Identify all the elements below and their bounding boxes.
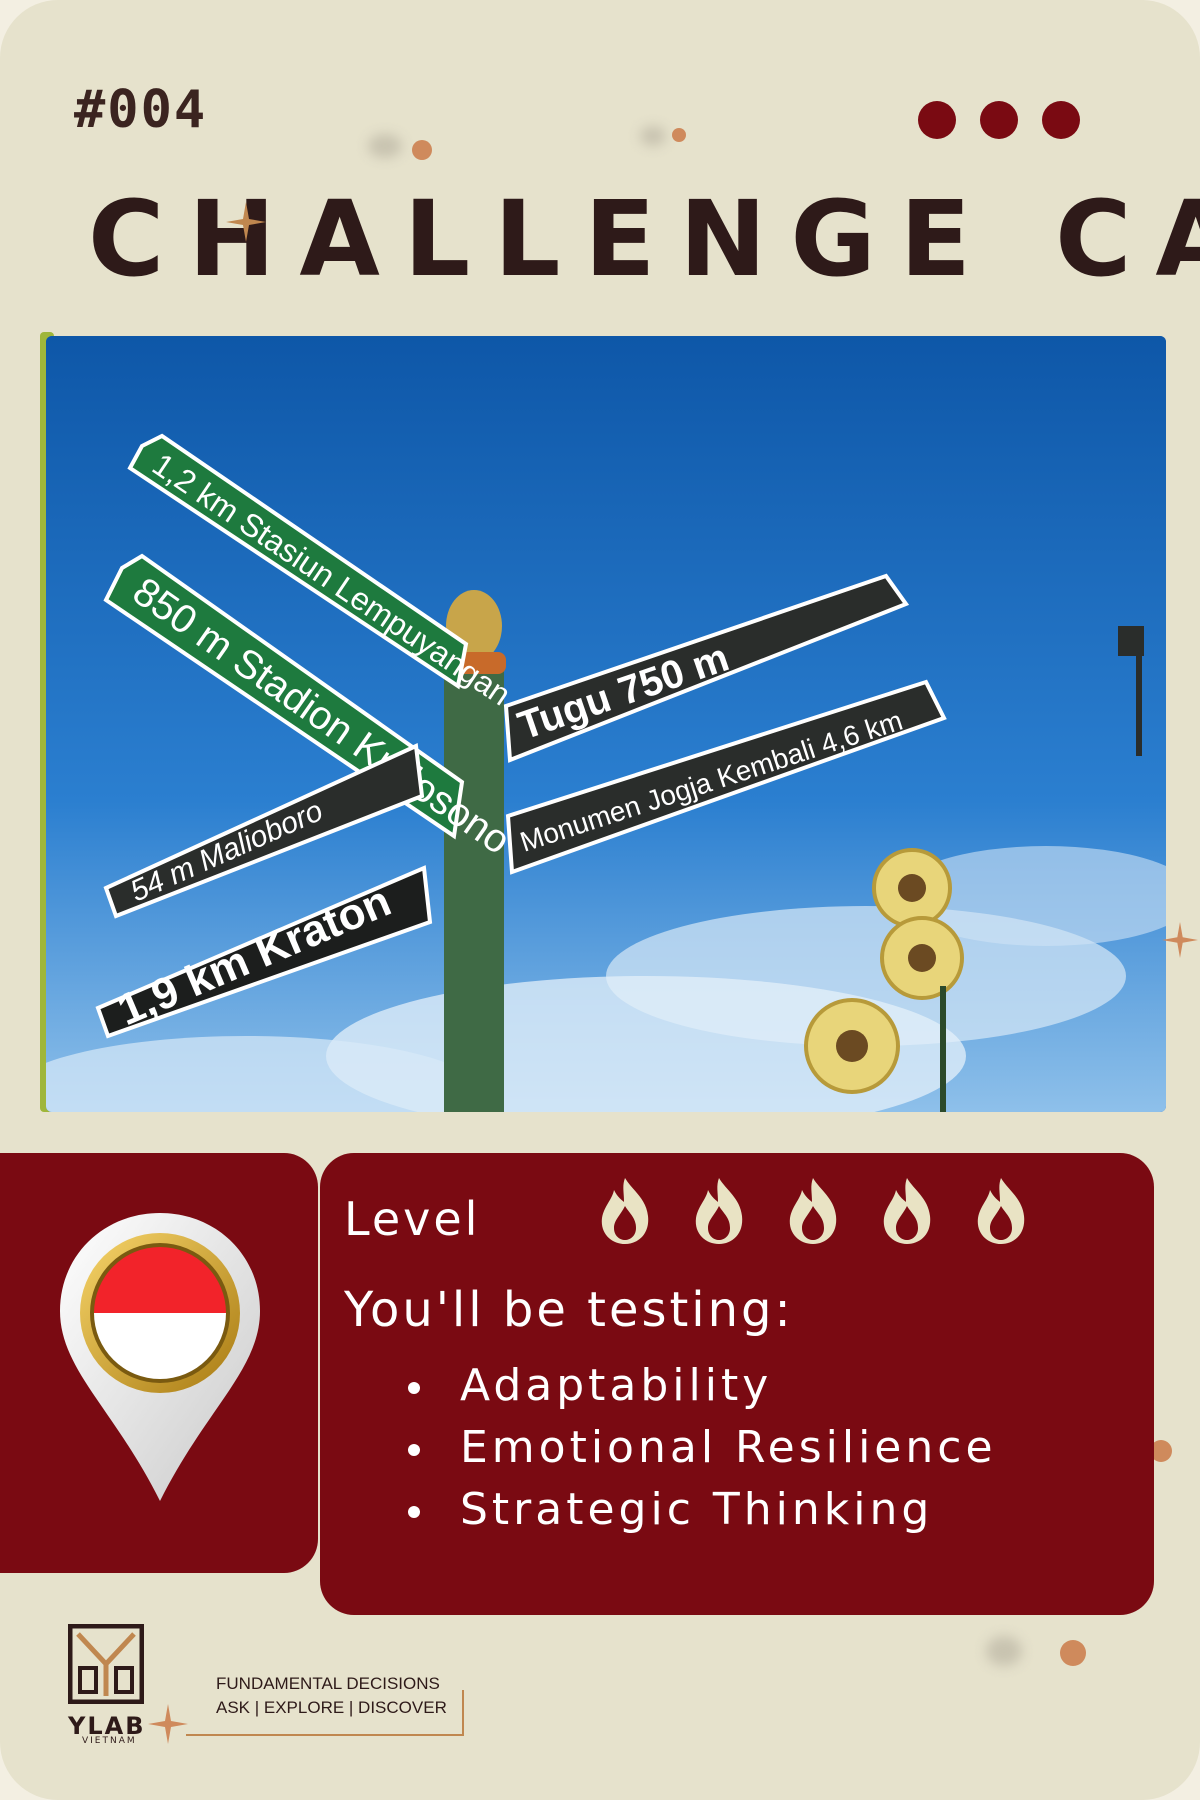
signpost-photo: 1,2 km Stasiun Lempuyangan 850 m Stadion… — [46, 336, 1166, 1112]
menu-dot — [980, 101, 1018, 139]
dark-sign — [505, 679, 947, 875]
bullet — [408, 1444, 420, 1456]
ylab-logo-icon — [68, 1624, 144, 1704]
decorative-dot — [1150, 1440, 1172, 1462]
signpost-illustration: 1,2 km Stasiun Lempuyangan 850 m Stadion… — [46, 336, 1166, 1112]
testing-label: You'll be testing: — [344, 1282, 794, 1338]
flame-icon — [789, 1178, 837, 1244]
location-panel — [0, 1153, 318, 1573]
flame-icon — [695, 1178, 743, 1244]
bullet — [408, 1506, 420, 1518]
decorative-dot — [1060, 1640, 1086, 1666]
sparkle-icon — [148, 1704, 188, 1744]
flame-icon — [601, 1178, 649, 1244]
tagline-frame — [186, 1690, 464, 1736]
tagline-line-2: ASK | EXPLORE | DISCOVER — [216, 1698, 447, 1717]
sunflower-decoration — [804, 848, 964, 1112]
indonesia-flag-pin-icon — [60, 1213, 260, 1501]
skill-label: Strategic Thinking — [460, 1484, 934, 1535]
card-number: #004 — [74, 80, 208, 140]
card-title: CHALLENGE CARD — [88, 178, 1200, 300]
decorative-blur — [986, 1636, 1022, 1666]
list-item: Strategic Thinking — [408, 1484, 997, 1546]
decorative-blur — [368, 134, 402, 158]
tagline: FUNDAMENTAL DECISIONS ASK | EXPLORE | DI… — [216, 1672, 447, 1720]
skills-list: Adaptability Emotional Resilience Strate… — [408, 1360, 997, 1546]
logo-text: YLAB — [68, 1712, 146, 1740]
tagline-line-1: FUNDAMENTAL DECISIONS — [216, 1674, 440, 1693]
decorative-dot — [672, 128, 686, 142]
dark-sign — [503, 573, 910, 763]
decorative-blur — [640, 126, 666, 146]
list-item: Emotional Resilience — [408, 1422, 997, 1484]
menu-dot — [918, 101, 956, 139]
sparkle-icon — [1162, 922, 1198, 958]
level-label: Level — [344, 1192, 481, 1246]
bullet — [408, 1382, 420, 1394]
menu-dot — [1042, 101, 1080, 139]
green-sign — [127, 433, 469, 690]
skill-label: Emotional Resilience — [460, 1422, 997, 1473]
flame-icon — [977, 1178, 1025, 1244]
level-rating — [598, 1176, 1028, 1246]
dark-sign — [95, 865, 433, 1039]
dark-sign — [103, 743, 425, 919]
flame-icon — [883, 1178, 931, 1244]
list-item: Adaptability — [408, 1360, 997, 1422]
logo-subtext: VIETNAM — [82, 1736, 137, 1746]
sparkle-icon — [226, 202, 266, 242]
decorative-dot — [412, 140, 432, 160]
skill-label: Adaptability — [460, 1360, 773, 1411]
